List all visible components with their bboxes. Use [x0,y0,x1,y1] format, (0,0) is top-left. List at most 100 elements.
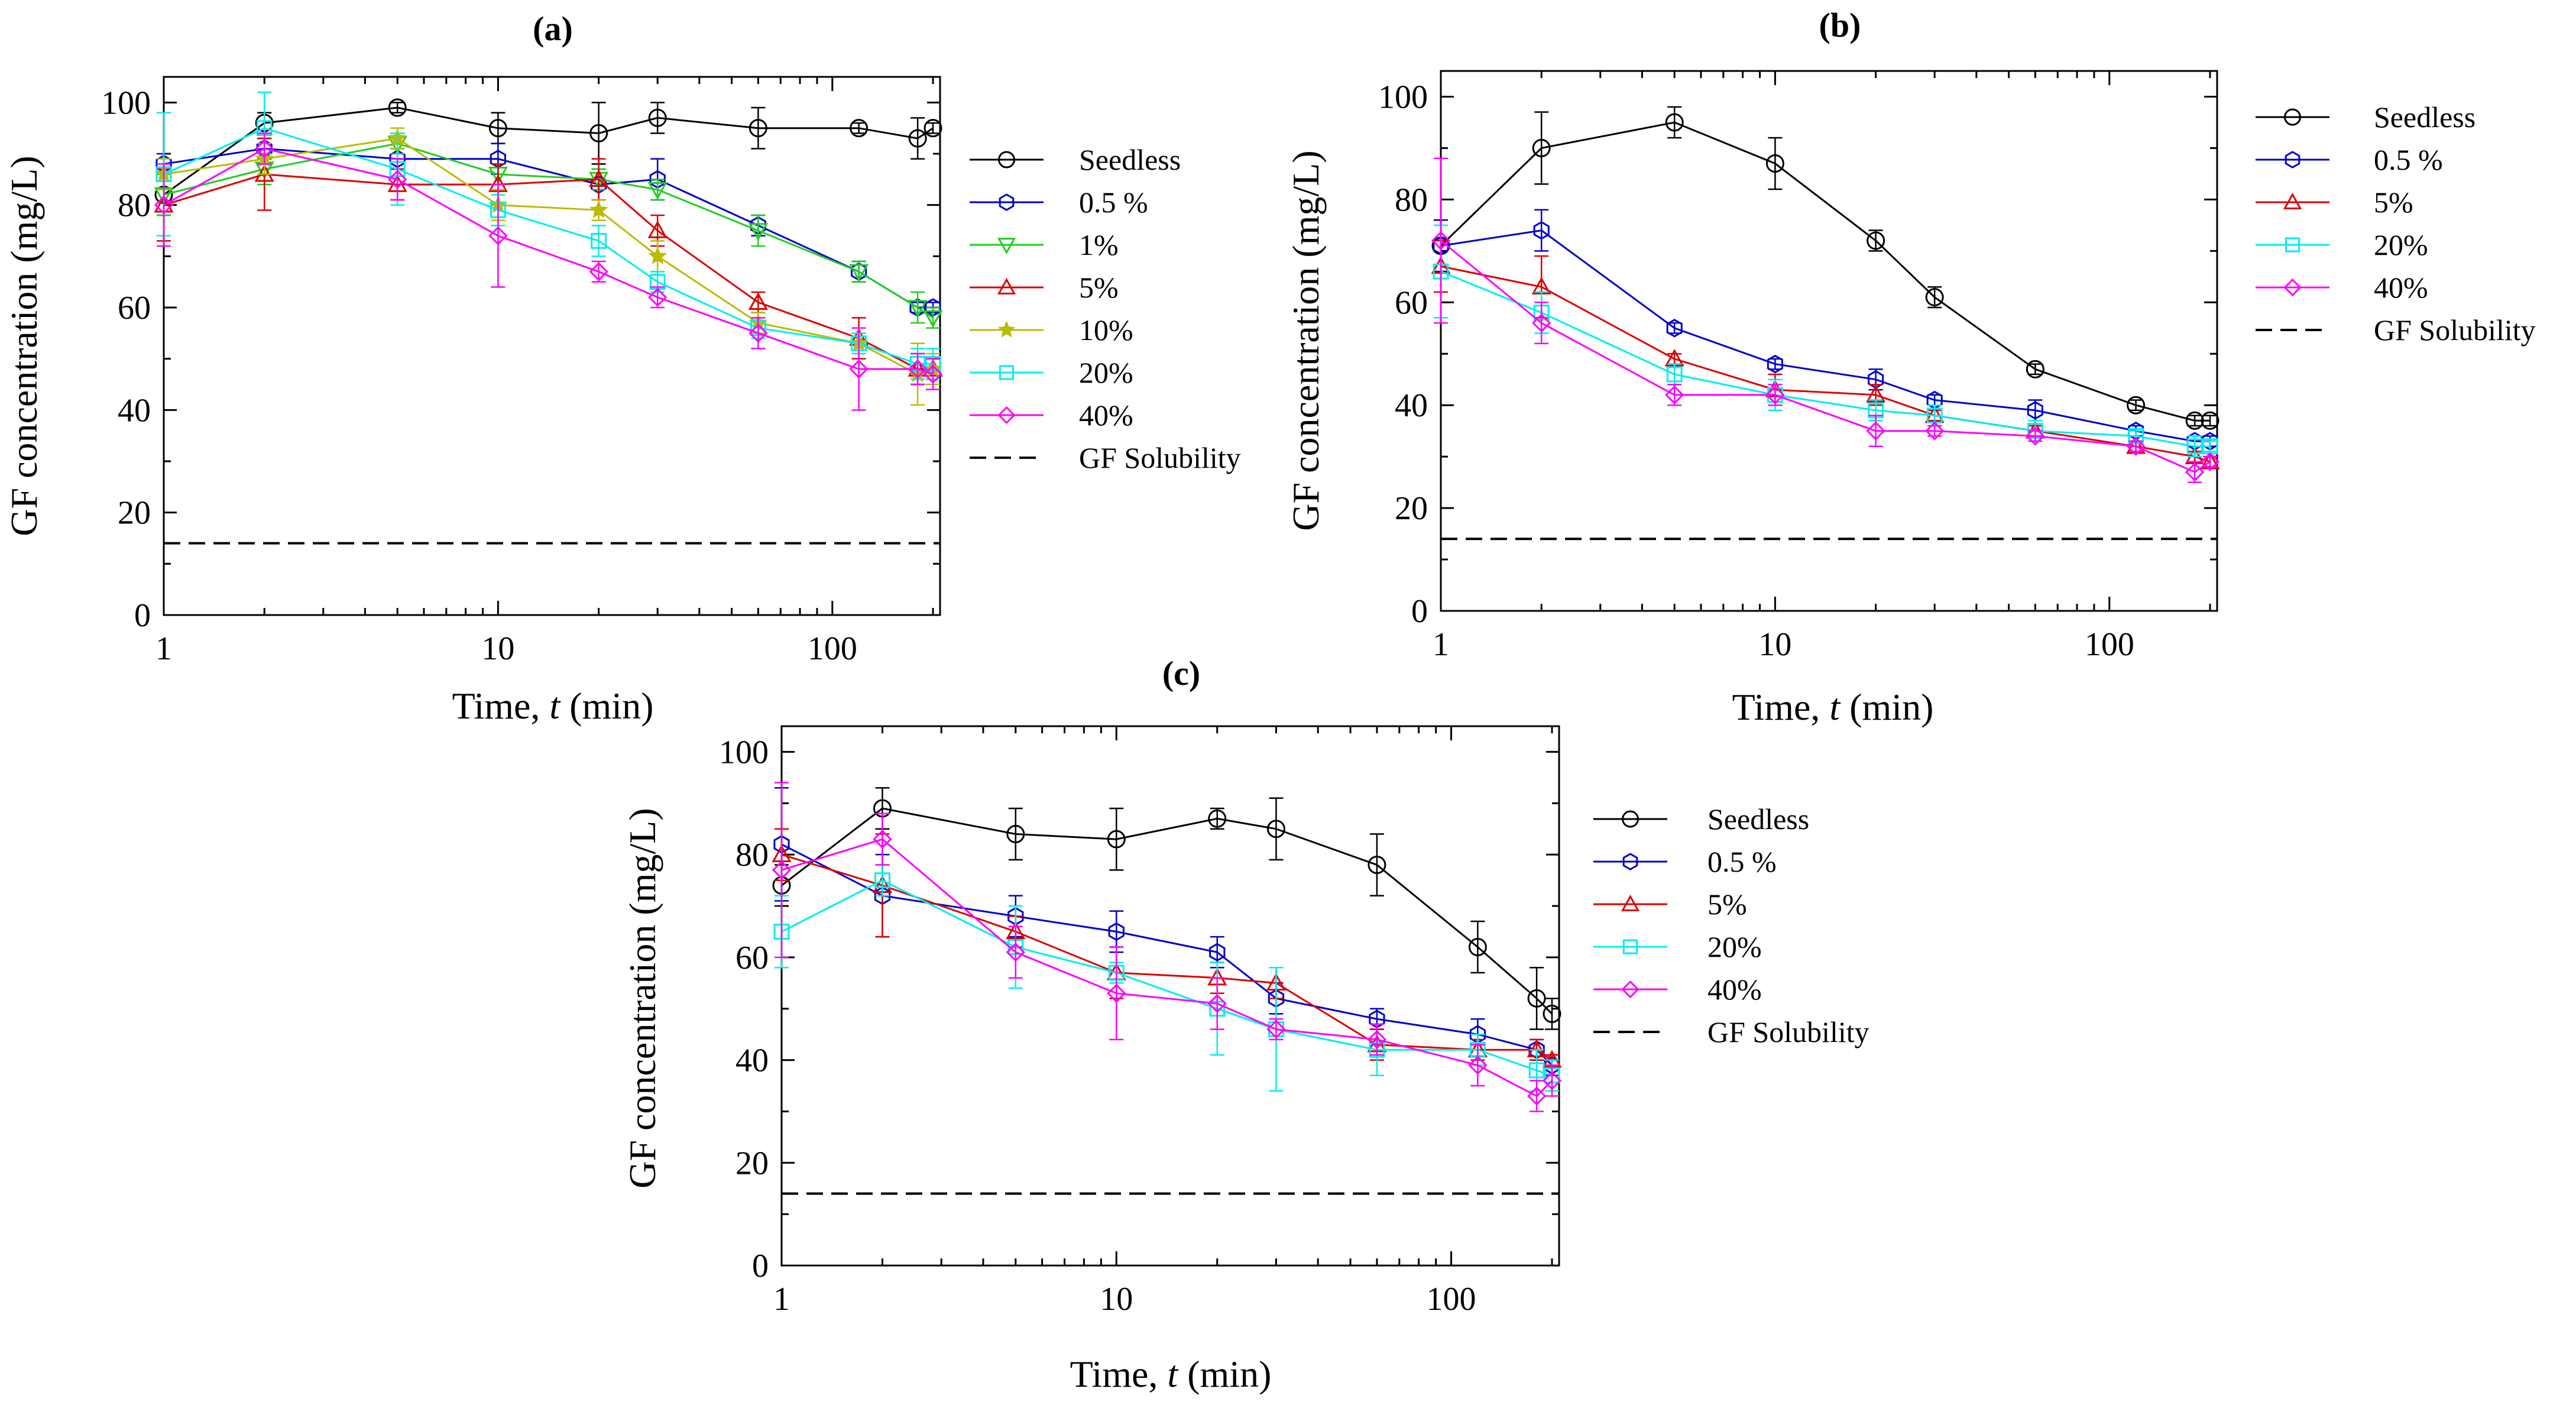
data-point [2285,151,2300,169]
data-point [154,195,174,215]
series-0-5- [155,137,941,317]
data-point [648,246,667,264]
y-tick-label: 60 [1395,284,1428,321]
data-point [1266,820,1285,839]
data-point [1006,943,1025,962]
data-point [1532,138,1551,157]
y-tick-label: 0 [752,1248,769,1284]
data-point [1925,421,1945,441]
data-point [997,277,1016,295]
data-point [997,321,1016,338]
data-point [1666,366,1683,383]
x-tick-label: 1 [155,630,172,667]
legend-label: 5% [1707,888,1747,921]
data-point [1266,1020,1286,1039]
data-point [2200,452,2220,471]
y-tick-label: 60 [118,290,151,326]
data-point [924,119,942,138]
series-line [1440,270,2210,448]
data-point [1665,385,1684,404]
series-0-5- [773,787,1560,1076]
legend-label: Seedless [1707,802,1809,836]
legend-label: 0.5 % [1707,845,1777,878]
series-line [1440,229,2210,442]
data-point [1006,824,1025,843]
data-point [2283,192,2302,209]
data-point [1532,313,1551,333]
series-20- [1433,224,2218,458]
data-point [255,139,274,158]
data-point [388,98,407,117]
data-point [1107,830,1126,849]
data-point [2026,426,2045,446]
y-tick-label: 100 [101,85,151,121]
data-point [923,310,943,328]
data-point [1765,385,1785,404]
legend-label: 0.5 % [1079,186,1148,219]
x-tick-label: 1 [1433,626,1449,663]
x-axis-label: Time, t (min) [1732,686,1934,728]
data-point [749,323,768,343]
x-tick-label: 100 [808,630,857,667]
series-line [163,106,934,196]
series-line [163,127,933,365]
data-point [1107,983,1126,1003]
y-tick-label: 20 [735,1145,769,1182]
series-line [1440,240,2211,473]
legend-label: 40% [2374,271,2428,304]
x-axis-label: Time, t (min) [1070,1353,1272,1395]
data-point [2201,411,2219,430]
data-point [1666,319,1683,338]
data-point [589,124,608,143]
data-point [254,164,274,182]
legend: Seedless 0.5 % 1% 5% 10% 20% 40% GF Solubility [970,143,1241,474]
series-40- [154,132,943,411]
data-point [1622,810,1639,828]
data-point [1925,288,1944,307]
y-tick-label: 80 [118,187,151,224]
data-point [1527,1086,1547,1106]
data-point [591,232,607,249]
panel-a: (a) 1 10 100 0 20 40 60 80 100 Time, t (min) GF con… [3,9,1241,727]
data-point [1867,231,1885,250]
series-line [781,843,1553,1066]
y-tick-label: 0 [134,597,151,634]
x-tick-label: 10 [1758,626,1791,663]
legend-label: 1% [1079,228,1119,261]
data-point [999,365,1015,380]
data-point [908,300,928,318]
data-point [850,119,869,138]
x-tick-label: 100 [2085,626,2134,663]
data-point [1209,943,1226,962]
legend-label: 40% [1079,399,1133,432]
legend-label: Seedless [1079,143,1181,176]
y-tick-label: 100 [719,734,769,771]
data-point [1622,939,1638,954]
data-point [1533,221,1550,240]
data-point [849,264,869,282]
series-line [1440,265,2211,463]
data-point [908,129,927,148]
legend-label: GF Solubility [1707,1015,1869,1048]
series-line [163,173,933,370]
x-axis-label-suffix: (min) [1840,686,1933,728]
x-axis-label-variable: t [1829,686,1841,728]
data-point [2185,411,2204,430]
data-point [873,829,892,849]
panel-b: (b) 1 10 100 0 20 40 60 80 100 Time, t (min) GF con… [1285,6,2536,728]
data-point [589,200,608,218]
data-point [388,170,407,189]
data-point [589,169,609,187]
y-tick-label: 80 [735,837,769,873]
legend-label: 5% [1079,271,1119,304]
data-point [1468,937,1487,956]
data-point [648,108,667,127]
x-axis-label-variable: t [1167,1353,1179,1395]
y-tick-label: 20 [1395,490,1428,527]
data-point [2200,451,2220,470]
data-point [2127,396,2146,415]
data-point [1431,231,1451,251]
data-point [1468,1056,1488,1075]
legend-label: 10% [1079,313,1133,347]
